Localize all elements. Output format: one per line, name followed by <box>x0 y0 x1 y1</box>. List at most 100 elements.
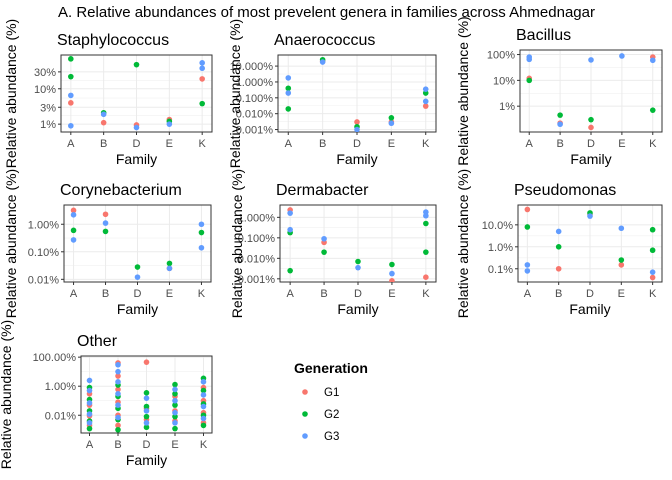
point-g3 <box>649 269 656 275</box>
point-g3 <box>524 268 531 274</box>
point-g2 <box>199 100 205 107</box>
point-g2 <box>649 226 656 233</box>
point-g2 <box>555 244 562 250</box>
y-axis-label: Relative abundance (%) <box>3 19 19 168</box>
point-g3 <box>649 57 656 64</box>
legend-item-g1: G1 <box>302 387 339 399</box>
panel-corynebacterium: Corynebacterium 0.01% 0.10% 1.00% A B D E K Famil… <box>3 169 212 318</box>
point-g3 <box>86 400 93 406</box>
panel-border <box>63 204 212 283</box>
x-tick-label: E <box>166 138 173 150</box>
point-g2 <box>172 413 178 420</box>
point-g3 <box>619 53 625 59</box>
legend-label: G3 <box>324 431 339 443</box>
point-g3 <box>172 409 178 416</box>
point-g3 <box>285 90 292 96</box>
x-tick-label: B <box>114 439 121 451</box>
points <box>86 359 207 433</box>
point-g1 <box>649 274 656 281</box>
point-g3 <box>422 98 429 105</box>
point-g2 <box>649 107 656 113</box>
point-g3 <box>423 212 429 219</box>
point-g1 <box>555 265 562 272</box>
panel-anaerococcus: Anaerococcus 0.001% 0.010% 0.100% 1.000% 10.0… <box>227 19 437 168</box>
x-tick-label: E <box>166 288 173 300</box>
x-tick-label: K <box>422 288 430 300</box>
point-g3 <box>388 120 395 127</box>
legend: Generation G1 G2 G3 <box>294 360 368 443</box>
point-g3 <box>115 361 121 368</box>
point-g3 <box>526 56 533 63</box>
point-g1 <box>588 124 594 131</box>
panel-staphylococcus: Staphylococcus 1% 3% 10% 30% A B D E K Family Relat… <box>3 19 213 168</box>
y-axis-label: Relative abundance (%) <box>0 320 14 469</box>
x-tick-label: D <box>353 138 361 150</box>
point-g3 <box>134 274 141 280</box>
y-axis-label: Relative abundance (%) <box>229 169 245 318</box>
x-tick-label: A <box>285 138 293 150</box>
y-tick-label: 0.010% <box>236 109 274 121</box>
x-axis-label: Family <box>126 452 167 468</box>
panel-pseudomonas: Pseudomonas 0.1% 1.0% 10.0% A B D E K Family Relat… <box>455 169 663 318</box>
panel-title: Bacillus <box>516 27 571 44</box>
point-g3 <box>198 244 205 251</box>
point-g3 <box>115 402 121 408</box>
point-g2 <box>143 413 150 420</box>
point-g2 <box>134 264 141 270</box>
points <box>285 56 429 132</box>
panel-title: Other <box>77 333 118 350</box>
legend-marker <box>302 411 308 417</box>
point-g3 <box>200 415 207 422</box>
point-g3 <box>115 414 121 421</box>
panel-border <box>517 204 663 283</box>
y-tick-label: 0.001% <box>236 125 274 137</box>
point-g2 <box>102 228 109 235</box>
x-tick-label: K <box>649 138 657 150</box>
point-g2 <box>172 390 178 397</box>
point-g2 <box>115 426 121 433</box>
x-tick-label: A <box>70 288 78 300</box>
point-g3 <box>555 228 562 235</box>
y-tick-label: 0.01% <box>45 410 76 422</box>
y-axis-label: Relative abundance (%) <box>455 16 471 165</box>
point-g1 <box>102 211 109 218</box>
x-tick-label: B <box>102 288 109 300</box>
point-g2 <box>200 387 207 394</box>
point-g1 <box>423 274 429 281</box>
point-g3 <box>200 403 207 410</box>
point-g3 <box>200 392 207 398</box>
x-tick-label: D <box>354 288 362 300</box>
y-tick-label: 0.1% <box>488 264 513 276</box>
x-tick-label: D <box>587 138 595 150</box>
points <box>287 207 429 282</box>
panel-grid: Staphylococcus 1% 3% 10% 30% A B D E K Family Relat… <box>0 16 663 469</box>
point-g3 <box>166 121 173 127</box>
point-g3 <box>287 210 293 216</box>
point-g2 <box>618 257 625 263</box>
point-g1 <box>143 359 150 365</box>
legend-items: G1 G2 G3 <box>302 387 339 443</box>
point-g2 <box>143 403 150 410</box>
figure-title: A. Relative abundances of most prevelent… <box>58 4 595 21</box>
point-g3 <box>422 86 429 92</box>
point-g2 <box>526 77 533 84</box>
points <box>524 206 656 281</box>
point-g3 <box>133 124 140 131</box>
point-g1 <box>115 373 121 379</box>
panel-title: Pseudomonas <box>514 182 616 199</box>
x-tick-label: K <box>198 288 206 300</box>
point-g2 <box>68 73 74 80</box>
y-tick-label: 0.010% <box>238 253 276 265</box>
point-g1 <box>618 262 625 268</box>
x-tick-label: D <box>134 288 142 300</box>
y-tick-label: 10.000% <box>230 61 274 73</box>
point-g1 <box>100 119 107 126</box>
points <box>68 56 205 131</box>
y-tick-label: 0.100% <box>236 93 274 105</box>
point-g3 <box>86 420 93 426</box>
panel-other: Other 0.01% 1.00% 100.00% A B D E K Family Relativ… <box>0 320 213 469</box>
panel-border <box>60 54 213 133</box>
point-g2 <box>86 425 93 432</box>
panel-title: Staphylococcus <box>57 32 169 49</box>
x-axis-label: Family <box>337 301 378 317</box>
